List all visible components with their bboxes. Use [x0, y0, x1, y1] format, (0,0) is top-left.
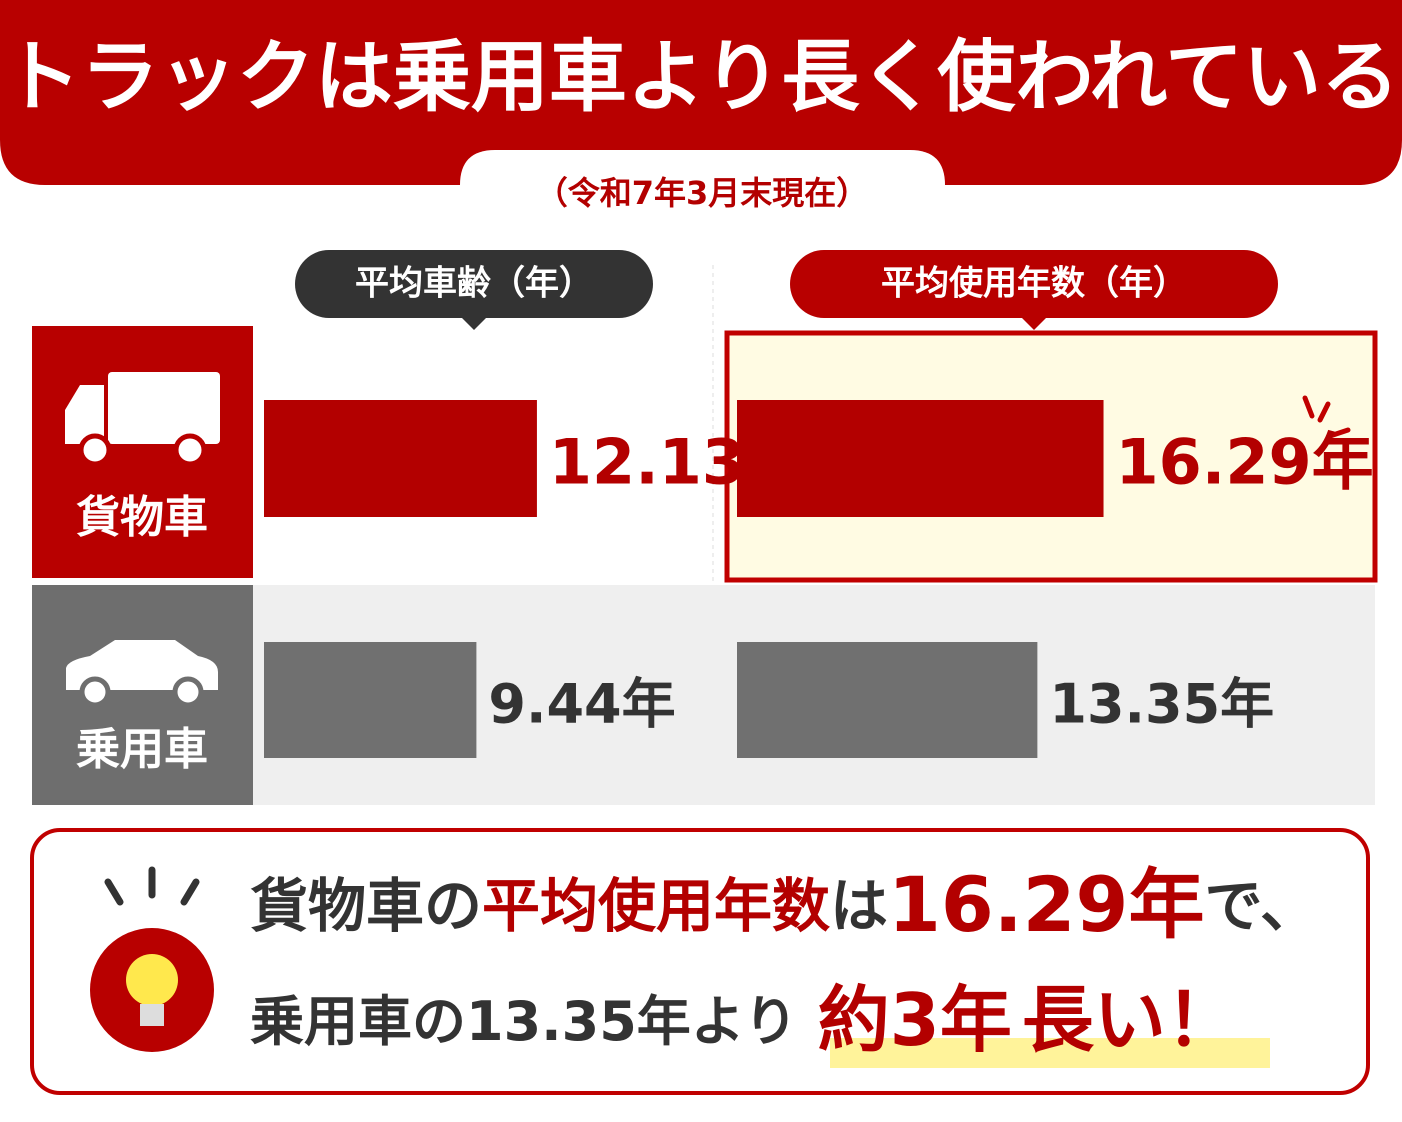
value-label: 16.29年 — [1116, 426, 1374, 499]
bar — [264, 400, 537, 517]
value-label: 13.35年 — [1049, 673, 1274, 736]
row-label: 乗用車 — [76, 724, 208, 775]
row-label-bg — [32, 326, 253, 578]
summary-text: は — [830, 872, 888, 940]
summary-text: 約3年 — [818, 978, 1012, 1062]
bulb-rays — [104, 866, 200, 906]
row-label-bg — [32, 585, 253, 805]
highlight-marker — [830, 1038, 1270, 1068]
subtitle: （令和7年3月末現在） — [536, 174, 869, 212]
pointer — [462, 318, 486, 330]
summary-text: 長い！ — [1022, 978, 1238, 1062]
subtitle-tab — [460, 150, 945, 222]
row-label: 貨物車 — [76, 492, 208, 543]
bar — [737, 400, 1104, 517]
sparkle — [1302, 395, 1351, 439]
summary-text: 平均使用年数 — [482, 872, 830, 940]
summary-box — [30, 828, 1370, 1095]
title: トラックは乗用車より長く使われている — [3, 32, 1399, 122]
bar — [264, 642, 477, 758]
summary-text: で、 — [1204, 872, 1318, 940]
bulb-base — [140, 1004, 164, 1026]
title-banner — [0, 0, 1402, 185]
bulb — [126, 954, 178, 1006]
panel-title: 平均使用年数（年） — [881, 264, 1187, 304]
car-icon — [66, 640, 218, 708]
panel-header — [295, 250, 653, 318]
truck-icon — [65, 372, 220, 467]
pointer — [1022, 318, 1046, 330]
panel-header — [790, 250, 1278, 318]
summary-line: 貨物車の平均使用年数は16.29年で、 — [250, 860, 1318, 949]
panel-title: 平均車齢（年） — [355, 264, 593, 304]
value-label: 9.44年 — [488, 673, 675, 736]
summary-line: 乗用車の13.35年より 約3年 長い！ — [250, 978, 1238, 1062]
bar — [737, 642, 1038, 758]
summary-text: 乗用車の13.35年より — [250, 990, 798, 1053]
summary-text: 貨物車の — [250, 872, 482, 940]
summary-text: 16.29年 — [888, 860, 1204, 949]
